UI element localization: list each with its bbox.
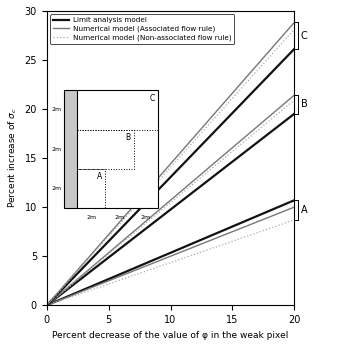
Text: C: C: [300, 31, 307, 41]
Legend: Limit analysis model, Numerical model (Associated flow rule), Numerical model (N: Limit analysis model, Numerical model (A…: [50, 14, 234, 44]
X-axis label: Percent decrease of the value of φ in the weak pixel: Percent decrease of the value of φ in th…: [52, 331, 289, 340]
Text: B: B: [300, 99, 307, 110]
Text: A: A: [300, 205, 307, 215]
Y-axis label: Percent increase of $\sigma_c$: Percent increase of $\sigma_c$: [6, 107, 19, 208]
